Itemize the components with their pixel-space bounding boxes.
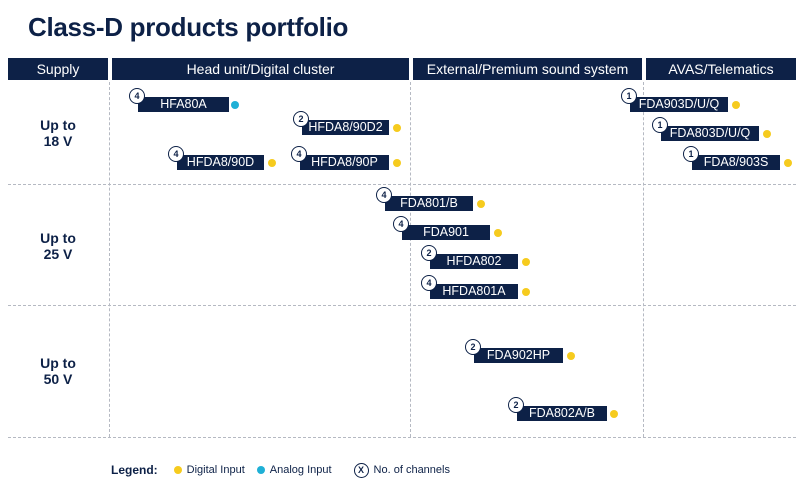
row-label-line: Up to bbox=[40, 117, 76, 133]
page-title: Class-D products portfolio bbox=[28, 12, 349, 42]
legend: Legend: Digital Input Analog Input X No.… bbox=[111, 462, 450, 478]
row-divider bbox=[8, 305, 796, 306]
channel-count-badge: 1 bbox=[621, 88, 637, 104]
channel-count-symbol: X bbox=[353, 462, 369, 478]
product-name: FDA801/B bbox=[400, 196, 458, 210]
product-fda901: 4 FDA901 bbox=[393, 216, 502, 240]
digital-input-dot bbox=[522, 258, 530, 266]
row-label-line: Up to bbox=[40, 230, 76, 246]
product-fda802a-b: 2 FDA802A/B bbox=[508, 397, 618, 421]
product-name: HFDA8/90P bbox=[311, 155, 378, 169]
channel-count-badge: 4 bbox=[393, 216, 409, 232]
product-name: FDA802A/B bbox=[528, 406, 595, 420]
channel-count-badge: 4 bbox=[129, 88, 145, 104]
column-header-external-sound: External/Premium sound system bbox=[413, 58, 642, 80]
digital-input-dot bbox=[522, 288, 530, 296]
column-divider bbox=[410, 82, 411, 437]
row-label-line: 18 V bbox=[43, 133, 73, 149]
digital-input-dot bbox=[494, 229, 502, 237]
product-name: HFDA8/90D2 bbox=[308, 120, 383, 134]
product-hfda8-90d2: 2 HFDA8/90D2 bbox=[293, 111, 401, 135]
digital-input-dot bbox=[763, 130, 771, 138]
row-label-line: Up to bbox=[40, 355, 76, 371]
row-label-25v: Up to 25 V bbox=[8, 230, 108, 262]
digital-input-dot bbox=[393, 124, 401, 132]
product-name: FDA803D/U/Q bbox=[669, 126, 751, 140]
product-name: HFDA802 bbox=[446, 254, 502, 268]
column-header-supply: Supply bbox=[8, 58, 108, 80]
channel-count-badge: 2 bbox=[293, 111, 309, 127]
digital-input-dot bbox=[173, 466, 182, 474]
legend-digital-label: Digital Input bbox=[186, 464, 245, 476]
channel-count-badge: 4 bbox=[291, 146, 307, 162]
row-divider bbox=[8, 184, 796, 185]
column-divider bbox=[109, 82, 110, 437]
digital-input-dot bbox=[784, 159, 792, 167]
legend-title: Legend: bbox=[111, 463, 158, 477]
product-name: FDA901 bbox=[423, 225, 469, 239]
analog-input-dot bbox=[231, 101, 239, 109]
product-hfda802: 2 HFDA802 bbox=[421, 245, 530, 269]
product-name: FDA8/903S bbox=[703, 155, 769, 169]
product-fda8-903s: 1 FDA8/903S bbox=[683, 146, 792, 170]
channel-count-badge: 4 bbox=[421, 275, 437, 291]
row-divider bbox=[8, 437, 796, 438]
channel-count-badge: 1 bbox=[683, 146, 699, 162]
product-fda902hp: 2 FDA902HP bbox=[465, 339, 575, 363]
column-divider bbox=[643, 82, 644, 437]
product-fda801-b: 4 FDA801/B bbox=[376, 187, 485, 211]
digital-input-dot bbox=[567, 352, 575, 360]
product-hfda8-90p: 4 HFDA8/90P bbox=[291, 146, 401, 170]
legend-channels-label: No. of channels bbox=[373, 464, 450, 476]
product-hfda801a: 4 HFDA801A bbox=[421, 275, 530, 299]
product-name: FDA902HP bbox=[486, 348, 551, 362]
row-label-50v: Up to 50 V bbox=[8, 355, 108, 387]
row-label-18v: Up to 18 V bbox=[8, 117, 108, 149]
digital-input-dot bbox=[393, 159, 401, 167]
channel-count-badge: 2 bbox=[508, 397, 524, 413]
channel-count-badge: 1 bbox=[652, 117, 668, 133]
digital-input-dot bbox=[610, 410, 618, 418]
channel-count-badge: 4 bbox=[168, 146, 184, 162]
product-name: FDA903D/U/Q bbox=[638, 97, 720, 111]
product-name: HFDA8/90D bbox=[186, 155, 255, 169]
product-fda903d-u-q: 1 FDA903D/U/Q bbox=[621, 88, 740, 112]
row-label-line: 25 V bbox=[43, 246, 73, 262]
channel-count-badge: 2 bbox=[465, 339, 481, 355]
channel-count-badge: 2 bbox=[421, 245, 437, 261]
digital-input-dot bbox=[732, 101, 740, 109]
product-name: HFA80A bbox=[160, 97, 207, 111]
analog-input-dot bbox=[256, 466, 265, 474]
row-label-line: 50 V bbox=[43, 371, 73, 387]
legend-analog-label: Analog Input bbox=[269, 464, 332, 476]
digital-input-dot bbox=[268, 159, 276, 167]
column-header-avas-telematics: AVAS/Telematics bbox=[646, 58, 796, 80]
product-name: HFDA801A bbox=[442, 284, 506, 298]
channel-count-badge: 4 bbox=[376, 187, 392, 203]
column-header-head-unit: Head unit/Digital cluster bbox=[112, 58, 409, 80]
digital-input-dot bbox=[477, 200, 485, 208]
product-hfa80a: 4 HFA80A bbox=[129, 88, 239, 112]
product-hfda8-90d: 4 HFDA8/90D bbox=[168, 146, 276, 170]
product-fda803d-u-q: 1 FDA803D/U/Q bbox=[652, 117, 771, 141]
